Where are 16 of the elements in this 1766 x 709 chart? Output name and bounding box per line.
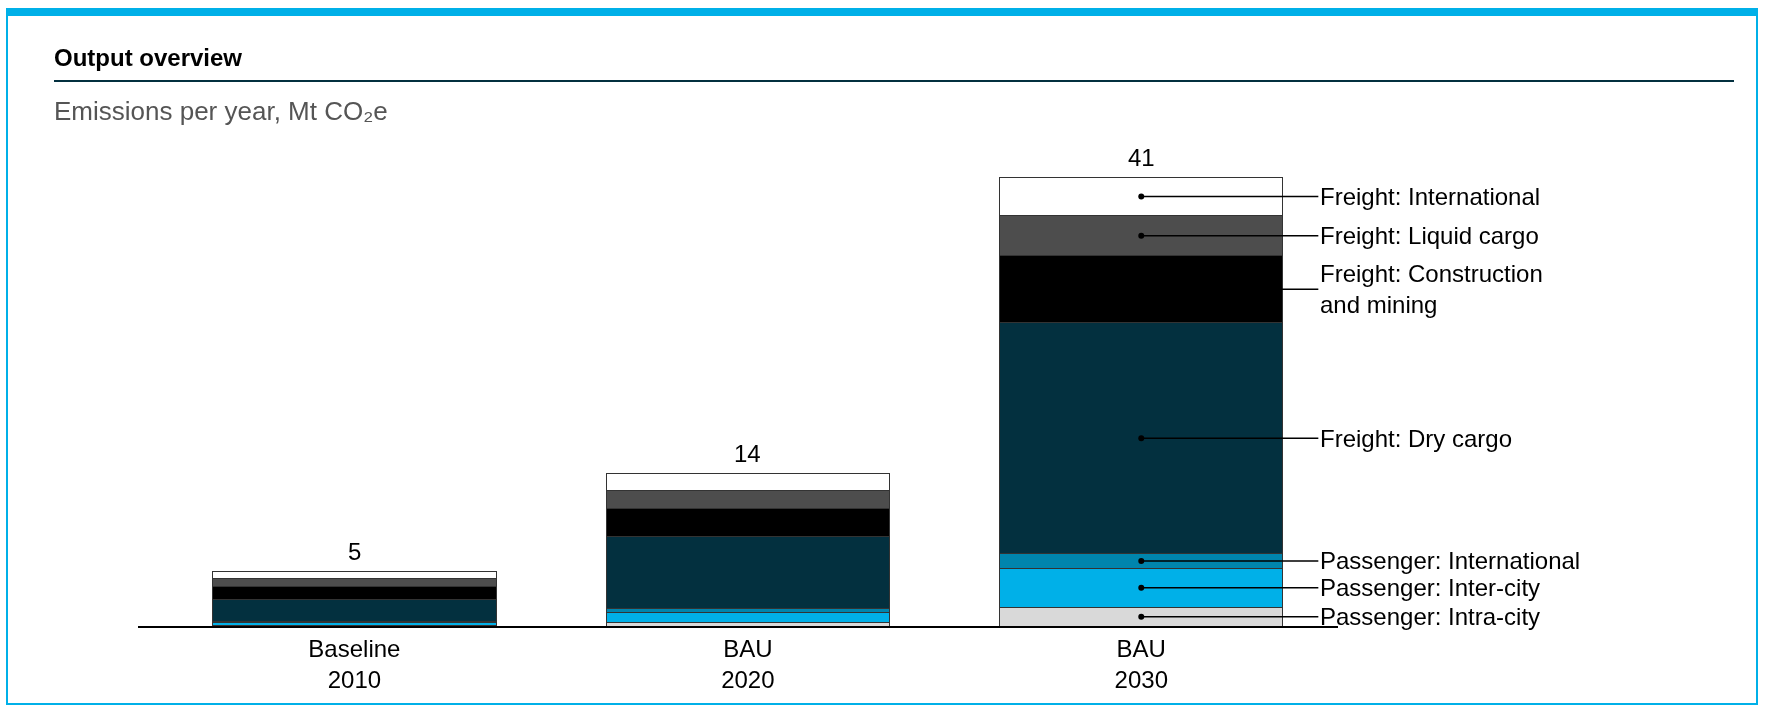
x-tick-label: Baseline 2010 <box>308 634 401 693</box>
series-label: Passenger: Intra-city <box>1320 603 1541 630</box>
series-label: Freight: Construction and mining <box>1320 260 1543 319</box>
x-tick-label: BAU 2020 <box>721 634 775 693</box>
bar <box>605 612 890 624</box>
chart-title: Output overview <box>54 44 243 72</box>
annotation: 5 <box>348 538 362 565</box>
series-label: Passenger: Inter-city <box>1320 574 1541 601</box>
annotation: 41 <box>1128 144 1155 171</box>
series-label: Passenger: International <box>1320 547 1581 574</box>
chart-subtitle: Emissions per year, Mt CO₂e <box>54 96 388 127</box>
x-tick-label: BAU 2030 <box>1114 634 1168 693</box>
annotation: 14 <box>734 440 761 467</box>
series-label: Freight: Dry cargo <box>1320 425 1513 452</box>
series-label: Freight: International <box>1320 183 1541 210</box>
series-label: Freight: Liquid cargo <box>1320 222 1539 249</box>
